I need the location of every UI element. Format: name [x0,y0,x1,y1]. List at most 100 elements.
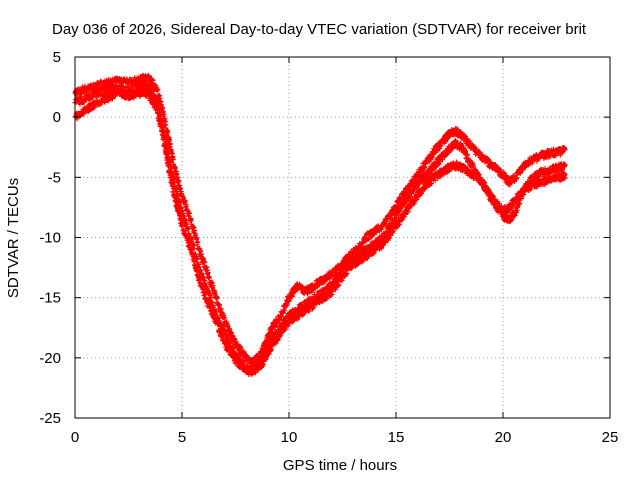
data-point-marker [513,175,519,181]
data-point-marker [150,77,156,83]
data-point-marker [221,336,227,342]
data-point-marker [182,199,188,205]
data-point-marker [486,186,492,192]
data-point-marker [207,303,213,309]
x-tick-label: 0 [71,429,79,446]
data-point-marker [517,170,523,176]
data-point-marker [164,155,170,161]
data-point-marker [218,307,224,313]
data-point-marker [534,158,540,164]
data-point-marker [405,209,411,215]
y-tick-label: -10 [39,230,61,247]
data-point-marker [229,330,235,336]
data-point [562,147,568,153]
data-point-marker [464,151,470,157]
data-point-marker [187,210,193,216]
data-point-marker [284,301,290,307]
data-point-marker [209,280,215,286]
data-point-marker [152,100,158,106]
x-tick-label: 10 [281,429,298,446]
y-tick-label: -5 [48,169,61,186]
data-point-marker [344,271,350,277]
data-point-marker [435,161,441,167]
data-point-marker [399,216,405,222]
data-point-marker [124,85,130,91]
data-point-marker [281,307,287,313]
data-point-marker [205,269,211,275]
data-point-marker [155,110,161,116]
data-point-marker [201,289,207,295]
y-tick-label: -20 [39,350,61,367]
data-point-marker [208,294,214,300]
data-point-marker [161,134,167,140]
data-point-marker [429,155,435,161]
data-point-marker [187,241,193,247]
data-point-marker [158,112,164,118]
data-point-marker [215,321,221,327]
data-point-marker [149,94,155,100]
data-point-marker [411,201,417,207]
data-point-marker [185,225,191,231]
data-point-marker [224,334,230,340]
data-point-marker [191,225,197,231]
data-point-marker [198,248,204,254]
data-point-marker [195,239,201,245]
data-point-marker [433,164,439,170]
data-point-marker [176,177,182,183]
data-point-marker [343,271,349,277]
series-track-3 [72,87,568,378]
data-point-marker [217,302,223,308]
data-point-marker [528,186,534,192]
data-point-marker [180,221,186,227]
data-point-marker [482,179,488,185]
data-point-marker [102,99,108,105]
y-tick-label: -15 [39,290,61,307]
y-axis-label: SDTVAR / TECUs [5,178,22,298]
data-point-marker [190,250,196,256]
data-point-marker [112,93,118,99]
data-point-marker [174,198,180,204]
data-point-marker [202,280,208,286]
x-axis-label: GPS time / hours [283,457,397,474]
data-point-marker [210,283,216,289]
chart-title: Day 036 of 2026, Sidereal Day-to-day VTE… [52,21,587,38]
data-point-marker [192,228,198,234]
data-point-marker [204,265,210,271]
data-point-marker [178,216,184,222]
data-point-marker [155,86,161,92]
data-point-marker [275,337,281,343]
data-point-marker [194,236,200,242]
data-point-marker [310,305,316,311]
data-point-marker [196,275,202,281]
data-point-marker [366,235,372,241]
data-point-marker [517,201,523,207]
data-point-marker [339,278,345,284]
data-point-marker [467,138,473,144]
x-tick-label: 25 [602,429,619,446]
data-point-marker [241,362,247,368]
x-tick-label: 15 [388,429,405,446]
data-point-marker [289,293,295,299]
data-point-marker [206,274,212,280]
data-point-marker [173,196,179,202]
y-tick-label: -25 [39,410,61,427]
data-point-marker [266,351,272,357]
data-point-marker [125,89,131,95]
x-tick-label: 5 [178,429,186,446]
series-track-2 [72,80,568,376]
data-point-marker [219,331,225,337]
data-point-marker [180,195,186,201]
series-track-1 [72,72,568,366]
data-point [562,162,568,168]
data-point-marker [390,229,396,235]
data-point-marker [167,169,173,175]
data-point-marker [165,128,171,134]
data-point-marker [194,256,200,262]
data-point-marker [477,150,483,156]
data-point-marker [226,338,232,344]
data-point-marker [165,163,171,169]
data-point-marker [202,259,208,265]
data-point-marker [336,282,342,288]
